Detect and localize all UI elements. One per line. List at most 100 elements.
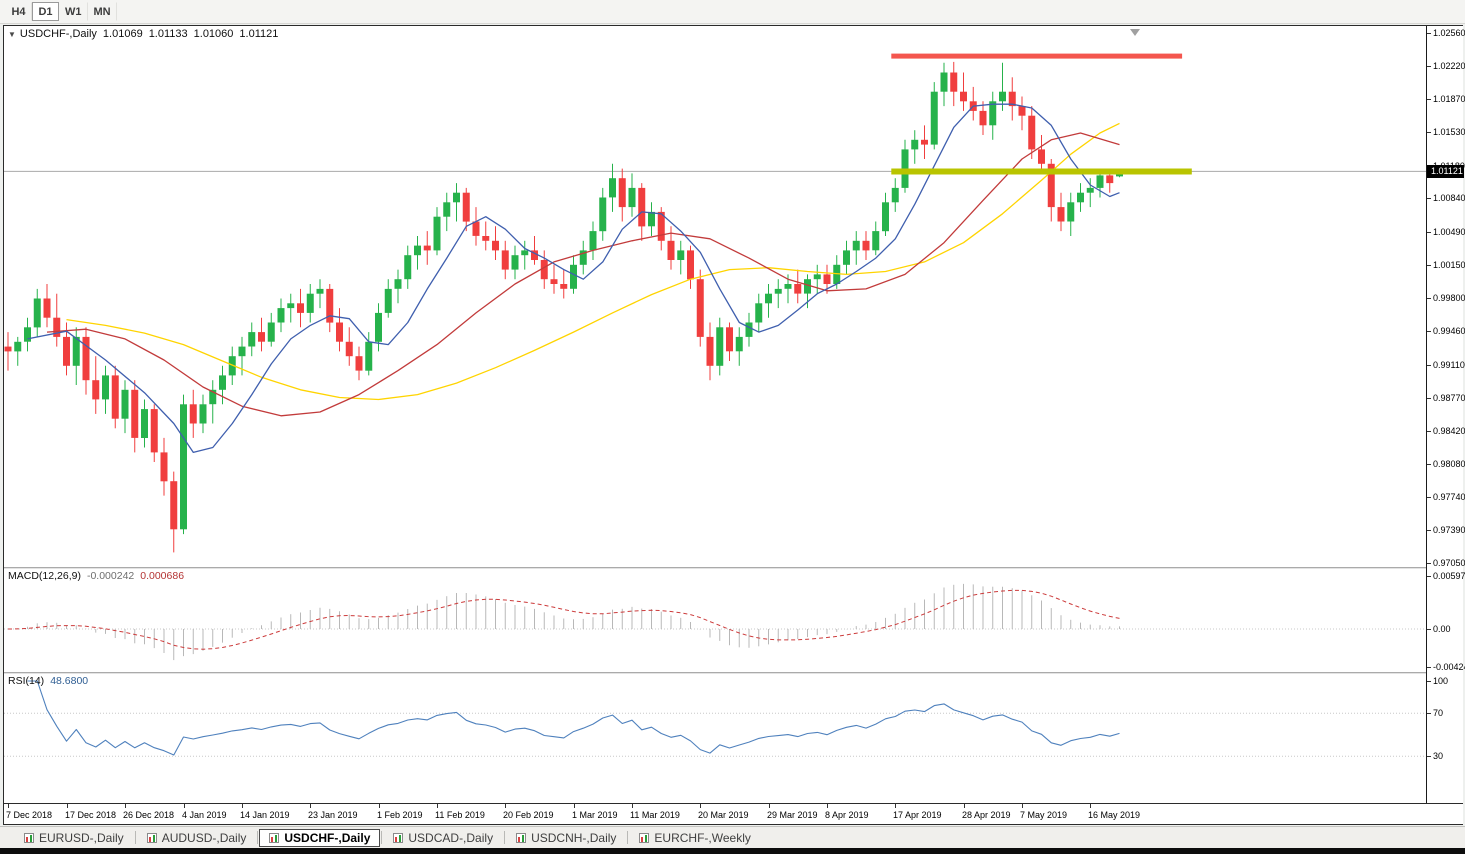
candle-body (735, 336, 743, 352)
axis-tick-mark (1427, 629, 1431, 630)
price-axis-label: 0.97050 (1433, 558, 1465, 568)
macd-axis-label: 0.00597 (1433, 571, 1465, 581)
time-axis[interactable]: 7 Dec 2018 17 Dec 2018 26 Dec 2018 4 Jan 20… (4, 803, 1463, 824)
rsi-axis-label: 70 (1433, 708, 1444, 718)
time-axis-tick (310, 804, 311, 808)
candle-body (472, 221, 480, 236)
axis-tick-mark (1427, 132, 1431, 133)
candle-body (1008, 91, 1016, 107)
axis-tick-mark (1427, 331, 1431, 332)
axis-tick-mark (1427, 464, 1431, 465)
tab-separator (627, 831, 629, 844)
candle-body (414, 245, 421, 256)
timeframe-button-w1[interactable]: W1 (59, 2, 88, 21)
chart-tab-label: USDCHF-,Daily (284, 830, 371, 845)
fast-ma-blue-line (27, 103, 1120, 454)
time-axis-label: 20 Mar 2019 (698, 810, 749, 820)
price-axis-label: 1.00840 (1433, 193, 1465, 203)
price-axis-label: 0.97390 (1433, 525, 1465, 535)
pane-splitter[interactable] (4, 672, 1463, 674)
candle-body (784, 284, 792, 289)
time-axis-tick (769, 804, 770, 808)
medium-ma-red-line (46, 132, 1120, 417)
candle-body (511, 255, 519, 270)
resistance-line[interactable] (891, 53, 1183, 59)
chart-tab-eurchf-weekly[interactable]: EURCHF-,Weekly (629, 829, 760, 847)
candle-body (63, 336, 70, 366)
time-axis-tick (505, 804, 506, 808)
chart-shift-marker-icon[interactable] (1130, 29, 1140, 36)
chart-tab-eurusd-daily[interactable]: EURUSD-,Daily (14, 829, 134, 847)
candlestick-chart[interactable] (4, 26, 1426, 567)
time-axis-tick (125, 804, 126, 808)
chart-tab-icon (146, 832, 157, 843)
candle-body (462, 192, 470, 222)
candle-body (443, 202, 451, 217)
axis-tick-mark (1427, 198, 1431, 199)
axis-tick-mark (1427, 232, 1431, 233)
chart-tab-label: EURCHF-,Weekly (654, 830, 751, 845)
time-axis-tick (379, 804, 380, 808)
price-axis-label: 0.99460 (1433, 326, 1465, 336)
candle-body (238, 346, 246, 357)
ohlc-open: 1.01069 (102, 28, 143, 40)
pane-splitter[interactable] (4, 567, 1463, 569)
candle-body (657, 211, 665, 241)
macd-chart[interactable] (4, 569, 1426, 672)
rsi-chart[interactable] (4, 674, 1426, 803)
rsi-pane[interactable]: RSI(14) 48.6800 (4, 674, 1426, 803)
timeframe-button-mn[interactable]: MN (88, 2, 117, 21)
axis-tick-mark (1427, 365, 1431, 366)
support-line[interactable] (891, 168, 1192, 175)
candle-body (882, 202, 889, 232)
chart-tab-usdcnh-daily[interactable]: USDCNH-,Daily (506, 829, 626, 847)
candle-body (1047, 163, 1055, 208)
candle-body (979, 110, 987, 126)
macd-axis-label: 0.00 (1433, 624, 1451, 634)
tab-separator (381, 831, 383, 844)
chart-tab-usdcad-daily[interactable]: USDCAD-,Daily (383, 829, 503, 847)
main-chart-pane[interactable]: ▼ USDCHF-,Daily 1.01069 1.01133 1.01060 1.011… (4, 26, 1426, 567)
time-axis-label: 7 May 2019 (1020, 810, 1068, 820)
price-axis-label: 1.00490 (1433, 227, 1465, 237)
candle-body (199, 404, 207, 424)
axis-tick-mark (1427, 298, 1431, 299)
chart-tab-icon (269, 832, 280, 843)
time-axis-tick (827, 804, 828, 808)
chart-tab-usdchf-daily[interactable]: USDCHF-,Daily (259, 828, 381, 847)
macd-pane[interactable]: MACD(12,26,9) -0.000242 0.000686 (4, 569, 1426, 672)
candle-body (228, 356, 236, 376)
time-axis-tick (67, 804, 68, 808)
candle-body (940, 72, 948, 92)
price-axis[interactable]: 1.01121 1.025601.022201.018701.015301.01… (1426, 26, 1465, 803)
chart-tab-audusd-daily[interactable]: AUDUSD-,Daily (137, 829, 257, 847)
candle-body (823, 274, 831, 284)
candle-body (872, 231, 880, 251)
candle-body (24, 327, 31, 342)
chart-tab-label: EURUSD-,Daily (39, 830, 124, 845)
candle-body (1106, 175, 1114, 184)
time-axis-tick (184, 804, 185, 808)
timeframe-button-h4[interactable]: H4 (5, 2, 32, 21)
candle-body (4, 346, 12, 352)
tab-separator (504, 831, 506, 844)
time-axis-label: 16 May 2019 (1088, 810, 1141, 820)
time-axis-label: 17 Dec 2018 (65, 810, 117, 820)
price-axis-label: 0.99800 (1433, 293, 1465, 303)
candle-body (150, 409, 158, 453)
candle-body (453, 192, 460, 203)
current-price-label: 1.01121 (1427, 165, 1464, 178)
price-axis-label: 0.99110 (1433, 360, 1465, 370)
chart-collapse-icon[interactable]: ▼ (8, 30, 16, 39)
candle-body (209, 389, 217, 405)
candle-body (326, 288, 334, 323)
price-axis-label: 1.01870 (1433, 94, 1465, 104)
candle-body (384, 288, 392, 313)
price-axis-label: 0.98770 (1433, 393, 1465, 403)
chart-tab-label: USDCAD-,Daily (408, 830, 494, 845)
price-axis-label: 0.97740 (1433, 492, 1465, 502)
chart-tab-icon (516, 832, 527, 843)
timeframe-button-d1[interactable]: D1 (32, 2, 59, 21)
time-axis-tick (632, 804, 633, 808)
